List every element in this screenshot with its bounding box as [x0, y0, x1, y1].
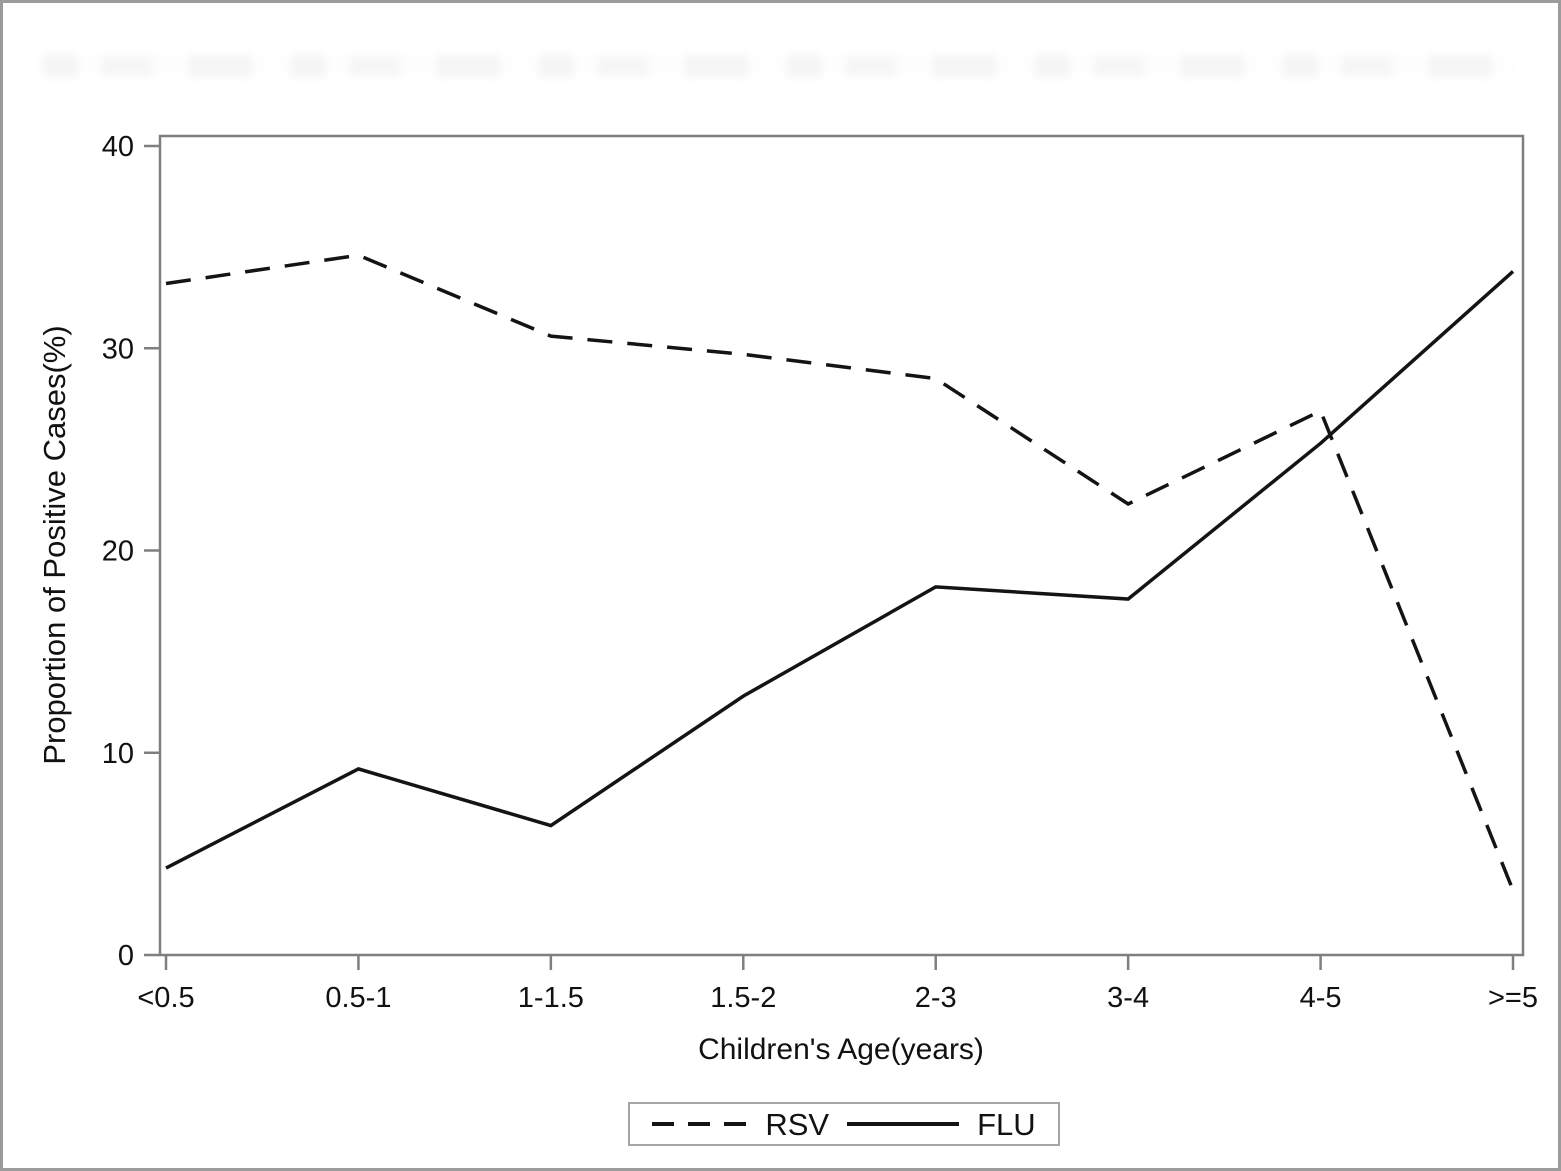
rsv-dashed-line-sample	[652, 1122, 748, 1126]
y-tick-label: 20	[102, 536, 134, 568]
x-tick-label: >=5	[1488, 982, 1538, 1014]
rsv-line	[165, 253, 1515, 891]
x-tick-label: 4-5	[1300, 982, 1342, 1014]
plot-border	[158, 134, 1525, 957]
x-tick-label: 1-1.5	[518, 982, 584, 1014]
x-axis-title: Children's Age(years)	[698, 1033, 984, 1066]
x-tick-label: 3-4	[1107, 982, 1149, 1014]
y-tick-label: 40	[102, 131, 134, 163]
y-tick-label: 0	[118, 940, 134, 972]
x-tick-label: 2-3	[915, 982, 957, 1014]
flu-line	[165, 270, 1515, 870]
x-tick-label: 1.5-2	[710, 982, 776, 1014]
legend-label-rsv: RSV	[765, 1106, 830, 1142]
legend-label-flu: FLU	[977, 1106, 1036, 1142]
legend: RSV FLU	[628, 1102, 1060, 1146]
flu-solid-line-sample	[847, 1122, 960, 1126]
y-tick-label: 30	[102, 333, 134, 365]
x-tick-label: <0.5	[137, 982, 194, 1014]
faded-header-artifact	[43, 55, 1518, 77]
x-tick-label: 0.5-1	[325, 982, 391, 1014]
y-tick-label: 10	[102, 738, 134, 770]
y-axis-title: Proportion of Positive Cases(%)	[37, 325, 72, 765]
plot-area: 0 10 20 30 40 <0.5 0.5-1 1-1.5 1.5-2 2-3 3-4 4-5 >=5	[102, 131, 1538, 1014]
